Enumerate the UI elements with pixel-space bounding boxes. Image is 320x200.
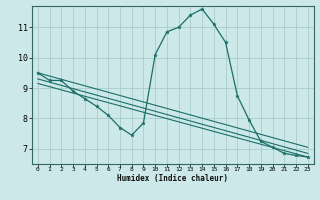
- X-axis label: Humidex (Indice chaleur): Humidex (Indice chaleur): [117, 174, 228, 183]
